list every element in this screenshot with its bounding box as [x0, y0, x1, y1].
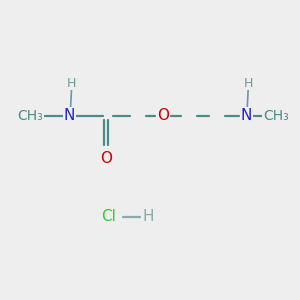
Text: H: H [142, 209, 154, 224]
Text: H: H [67, 77, 76, 90]
Text: CH₃: CH₃ [263, 109, 289, 123]
Text: CH₃: CH₃ [17, 109, 43, 123]
Text: O: O [157, 108, 169, 123]
Text: H: H [244, 77, 253, 90]
Text: N: N [64, 108, 75, 123]
Text: O: O [100, 151, 112, 166]
Text: Cl: Cl [101, 209, 116, 224]
Text: N: N [241, 108, 252, 123]
